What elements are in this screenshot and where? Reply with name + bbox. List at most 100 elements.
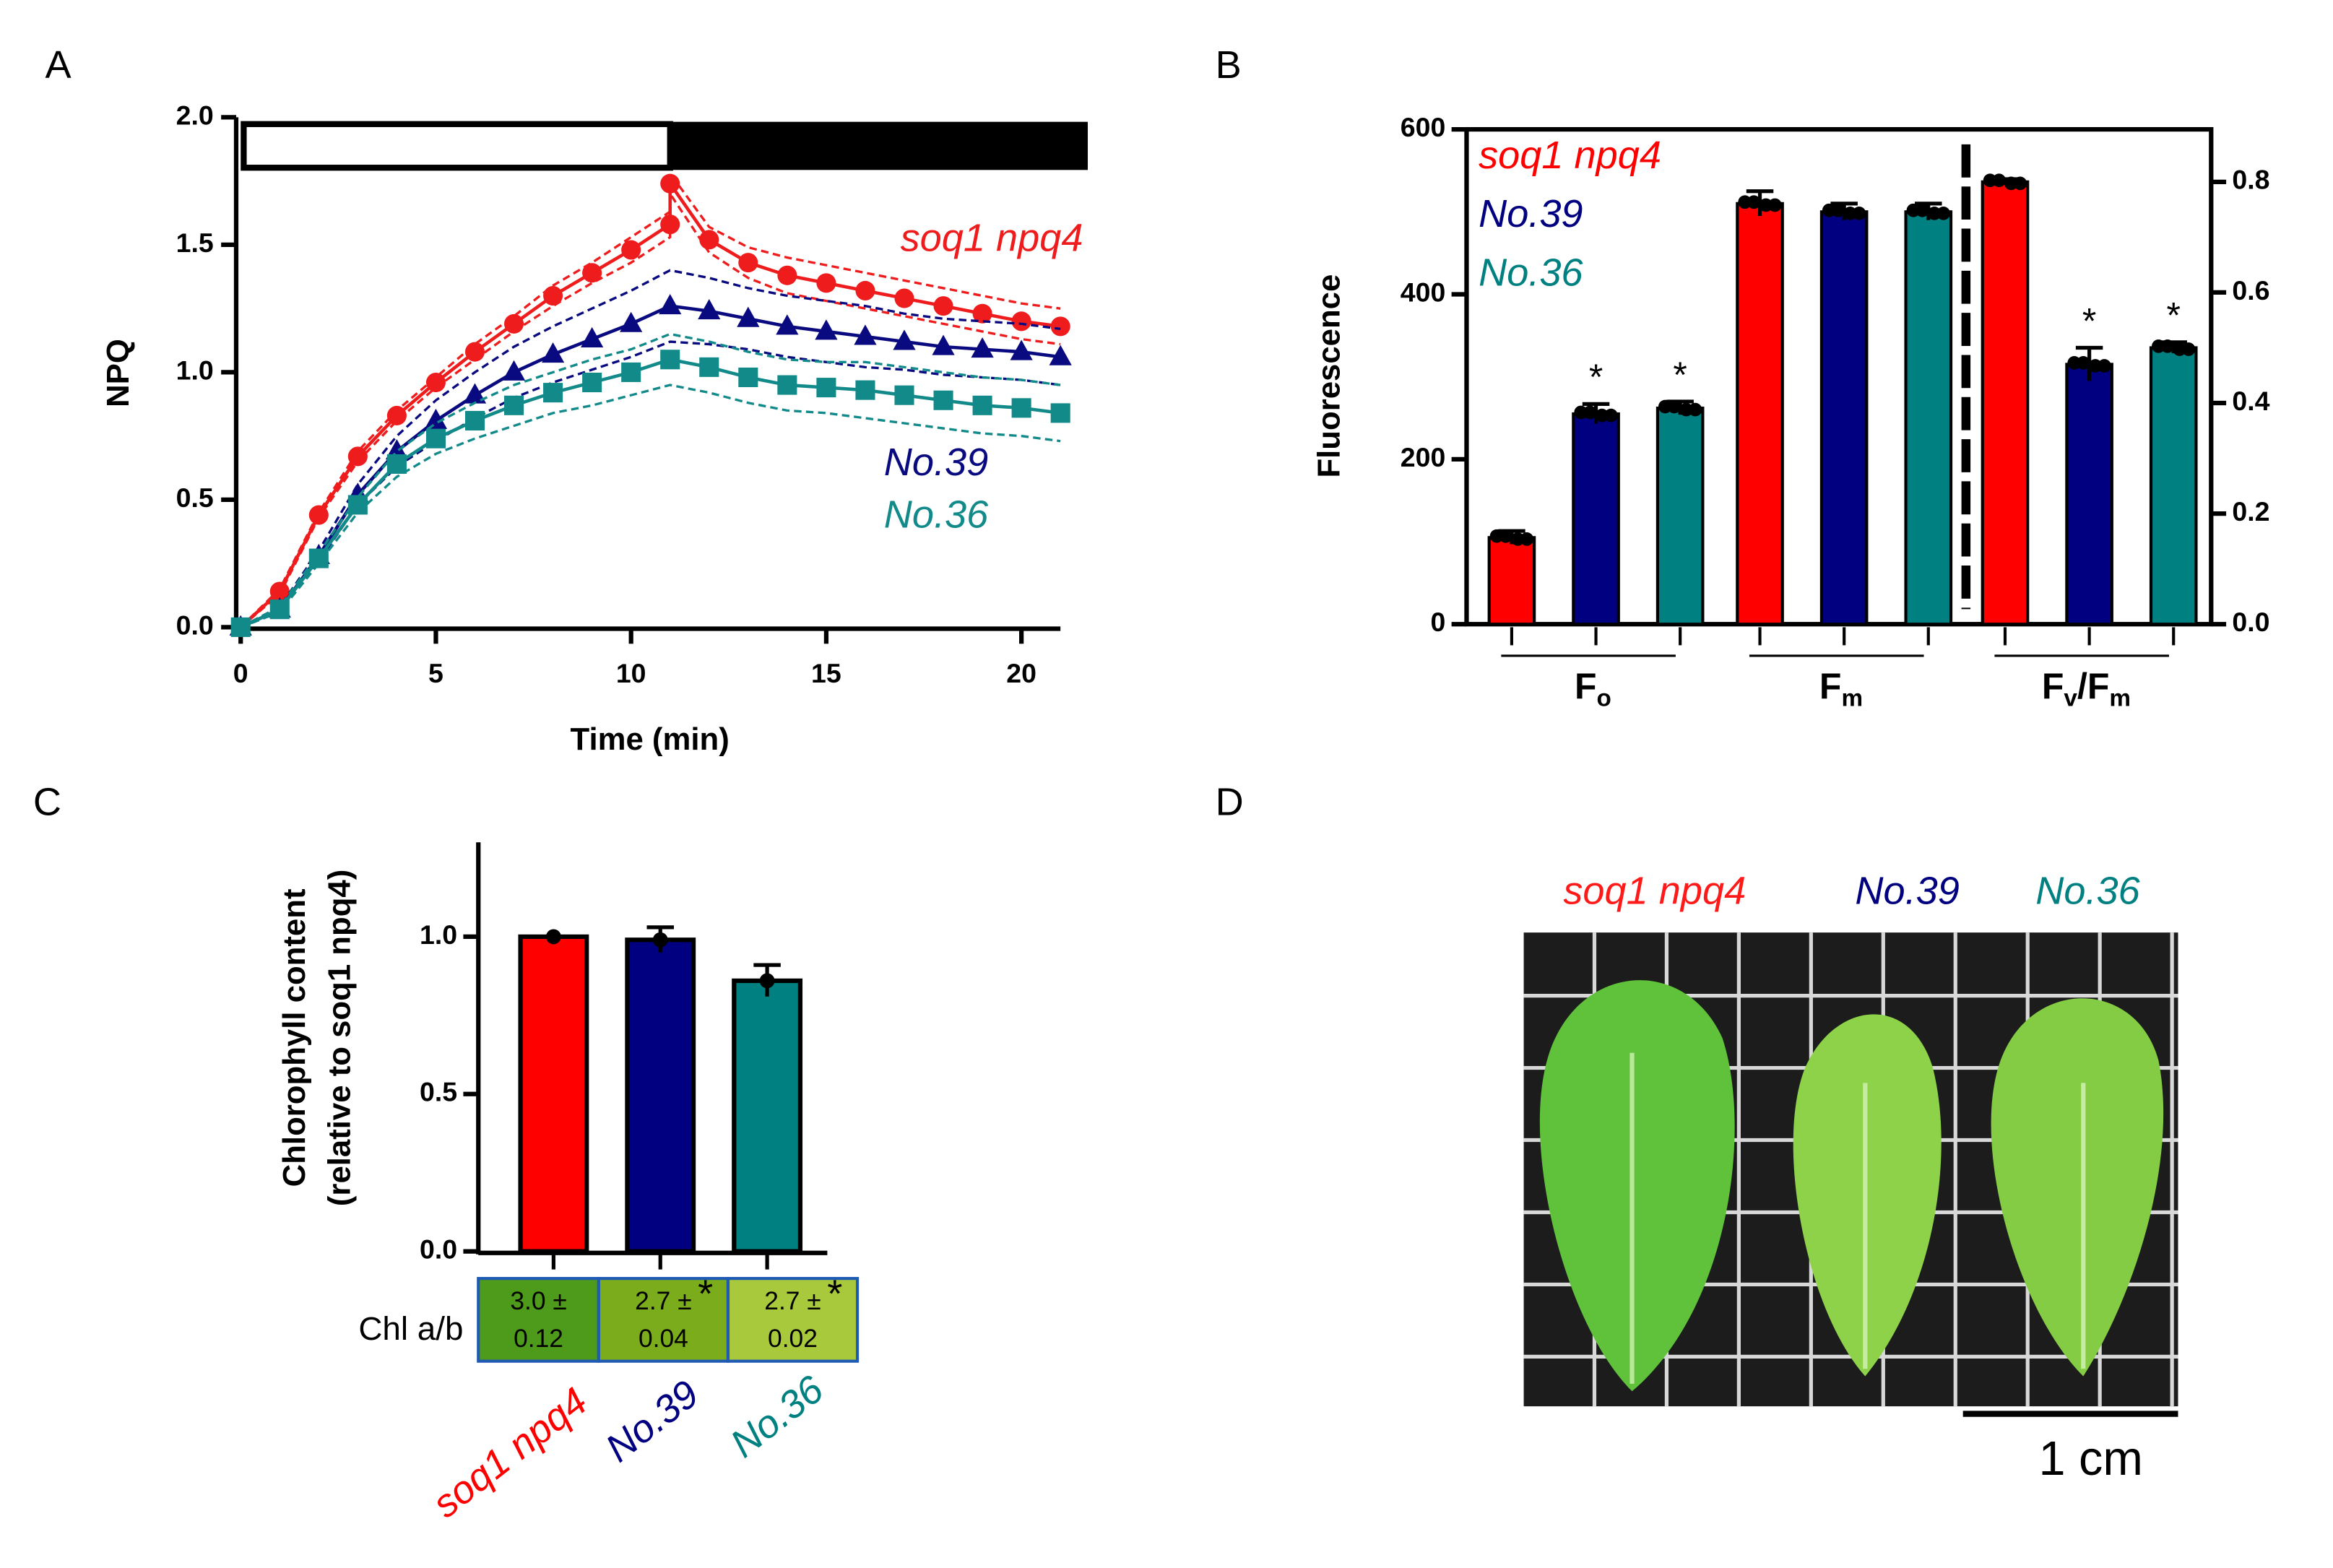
marker — [698, 299, 721, 320]
marker — [1049, 345, 1072, 365]
table-cell — [477, 1277, 600, 1363]
y-axis-label: Fluorescence — [1312, 274, 1347, 478]
scale-bar-label: 1 cm — [2038, 1432, 2142, 1486]
category-label-part: m — [2109, 685, 2131, 711]
x-tick-label: 15 — [811, 658, 841, 688]
marker — [893, 329, 916, 350]
data-point — [1992, 173, 2007, 188]
category-label-part: F — [1575, 666, 1597, 706]
marker — [777, 265, 797, 285]
y2-tick-label: 0.0 — [2232, 607, 2269, 637]
significance: * — [2167, 295, 2181, 336]
data-point — [1767, 198, 1782, 212]
y-tick-label: 400 — [1401, 277, 1446, 307]
y-tick-label: 1.0 — [420, 919, 457, 950]
table-cell-text: 2.7 ± — [635, 1286, 691, 1315]
marker — [347, 446, 368, 467]
marker — [816, 273, 836, 293]
bar — [732, 978, 803, 1254]
table-cell-text: 0.02 — [768, 1324, 818, 1353]
marker — [737, 306, 760, 327]
x-tick-label: 20 — [1006, 658, 1036, 688]
marker — [894, 288, 914, 308]
marker — [933, 390, 953, 410]
marker — [424, 408, 448, 429]
legend-entry: No.39 — [1479, 192, 1583, 235]
significance: * — [827, 1272, 842, 1315]
marker — [776, 314, 799, 335]
y-tick-label: 0 — [1430, 607, 1445, 637]
data-point — [1831, 203, 1845, 217]
bar — [1572, 412, 1620, 626]
series-line — [240, 358, 1061, 629]
bar — [1981, 180, 2030, 626]
bar — [1655, 406, 1705, 626]
leaf — [1991, 998, 2164, 1377]
y-tick-label: 0.5 — [176, 482, 214, 513]
category-label-part: /F — [2077, 666, 2109, 706]
marker — [660, 215, 680, 235]
bar — [518, 934, 589, 1254]
legend-entry: No.36 — [1479, 251, 1583, 294]
marker — [660, 173, 680, 194]
marker — [347, 495, 368, 515]
table-cell — [597, 1277, 730, 1363]
data-point — [1688, 402, 1702, 417]
table-cell-text: 3.0 ± — [510, 1286, 566, 1315]
table-cell — [726, 1277, 860, 1363]
y-tick-label: 1.0 — [176, 355, 214, 385]
data-point — [545, 929, 561, 945]
marker — [504, 313, 524, 334]
marker — [738, 367, 758, 388]
bar — [1487, 536, 1536, 626]
y2-tick-label: 0.2 — [2232, 496, 2269, 527]
marker — [308, 505, 329, 525]
marker — [541, 342, 565, 363]
error-band — [240, 189, 1061, 628]
y-tick-label: 600 — [1401, 112, 1446, 142]
data-point — [1499, 529, 1512, 543]
x-tick-label: 10 — [616, 658, 646, 688]
y-tick-label: 2.0 — [176, 100, 214, 130]
marker — [504, 395, 524, 415]
marker — [464, 342, 485, 362]
x-tick-label: 0 — [233, 658, 248, 688]
x-axis-label: Time (min) — [571, 722, 730, 757]
data-point — [1667, 399, 1681, 414]
bar — [1736, 202, 1784, 626]
error-band — [240, 384, 1061, 628]
marker — [621, 362, 641, 382]
bar — [2065, 363, 2113, 626]
data-point — [1604, 408, 1618, 423]
x-tick-label: 5 — [428, 658, 443, 688]
marker — [425, 373, 446, 393]
data-point — [2076, 355, 2090, 370]
leaf — [1539, 980, 1735, 1392]
data-point — [1936, 206, 1950, 220]
marker — [230, 617, 251, 637]
bar — [625, 937, 696, 1254]
significance: * — [2082, 300, 2096, 341]
y-axis-label: NPQ — [100, 339, 136, 407]
marker — [1010, 339, 1033, 360]
data-point — [2160, 339, 2175, 353]
marker — [854, 324, 877, 345]
y-axis-label: Chlorophyll content — [277, 888, 312, 1187]
photo-label: No.39 — [1855, 869, 1959, 912]
marker — [699, 230, 719, 250]
y2-tick-label: 0.4 — [2232, 386, 2269, 416]
table-cell-text: 0.12 — [514, 1324, 563, 1353]
y-tick-label: 0.0 — [176, 610, 214, 640]
marker — [543, 383, 563, 403]
legend-entry: soq1 npq4 — [1479, 134, 1661, 177]
marker — [463, 383, 487, 404]
marker — [269, 581, 290, 602]
marker — [386, 454, 407, 475]
category-label-part: v — [2064, 685, 2077, 711]
data-point — [2013, 176, 2027, 191]
y2-tick-label: 0.6 — [2232, 275, 2269, 306]
marker — [581, 326, 604, 347]
light-period — [241, 121, 673, 171]
panel-label: D — [1216, 780, 1244, 823]
